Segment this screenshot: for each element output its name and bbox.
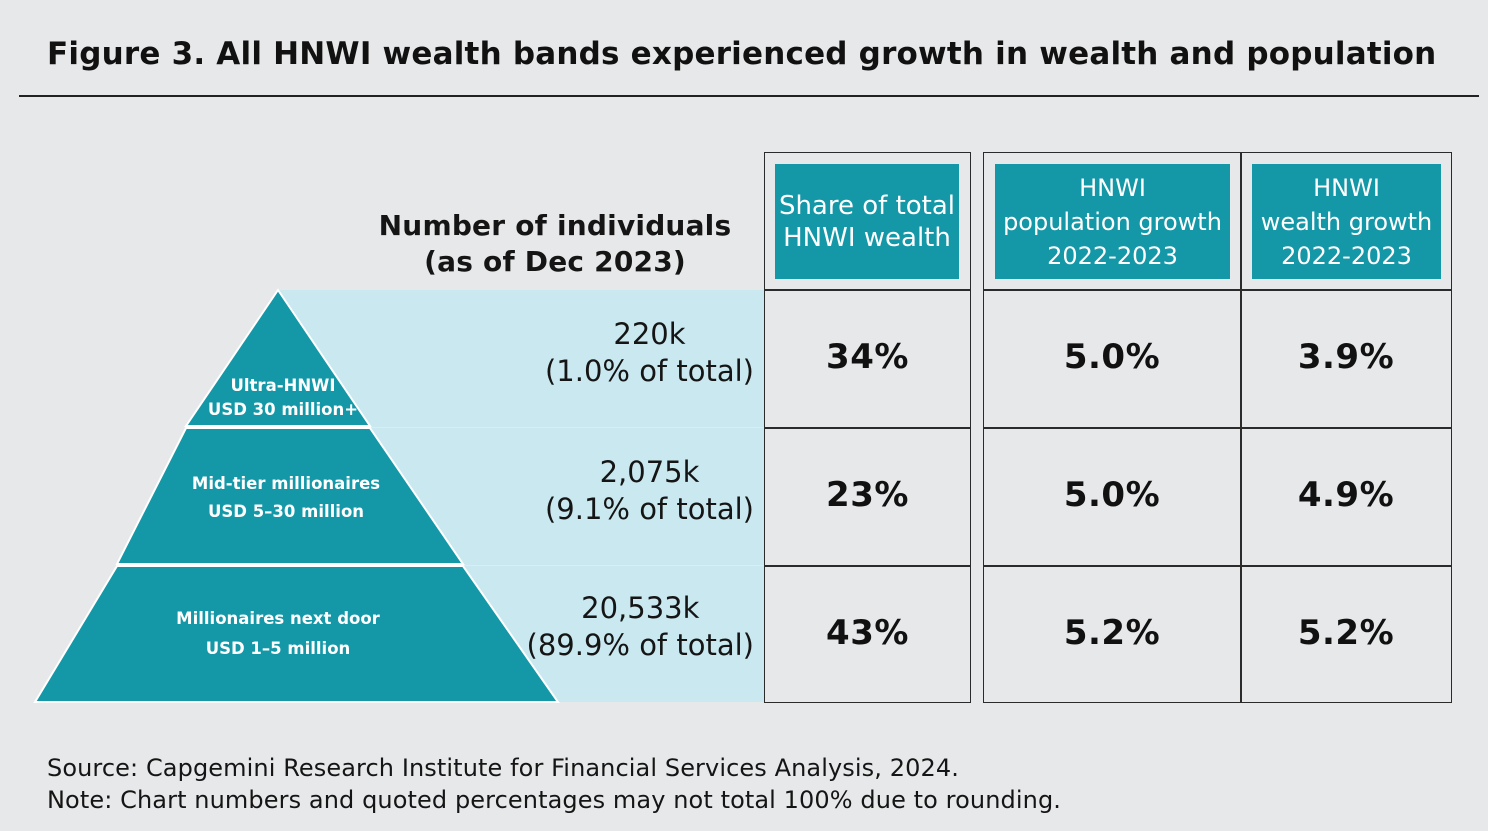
share-cell-next-door: 43% [826,613,909,653]
share-cell-mid: 23% [826,475,909,515]
tier-ultra-name: Ultra-HNWI [230,376,336,395]
share-header-line-1: Share of total [778,190,956,221]
count-mid-share: (9.1% of total) [544,492,754,526]
count-ultra-value: 220k [613,317,686,351]
figure-title: Figure 3. All HNWI wealth bands experien… [47,36,1437,72]
wealth-growth-cell-next-door: 5.2% [1297,613,1395,653]
count-ultra: 220k (1.0% of total) [545,316,754,390]
growth-panel-rule-3 [983,565,1452,567]
share-header-line-2: HNWI wealth [783,222,951,253]
population-growth-column-header: HNWI population growth 2022-2023 [995,164,1230,279]
count-next-door: 20,533k (89.9% of total) [527,590,754,664]
pyramid-tier-ultra [184,288,372,427]
pyramid-tier-mid [115,427,465,565]
title-divider [19,95,1479,97]
individuals-column-header: Number of individuals (as of Dec 2023) [370,208,740,280]
population-growth-cell-ultra: 5.0% [1063,337,1161,377]
individuals-header-line-2: (as of Dec 2023) [424,245,686,278]
count-next-door-value: 20,533k [581,591,700,625]
population-header-line-2: population growth [1003,207,1222,236]
rounding-note: Note: Chart numbers and quoted percentag… [47,786,1062,814]
count-ultra-share: (1.0% of total) [544,354,754,388]
share-column-header: Share of total HNWI wealth [775,164,959,279]
population-growth-cell-next-door: 5.2% [1063,613,1161,653]
tier-mid-range: USD 5–30 million [207,502,365,521]
wealth-growth-cell-ultra: 3.9% [1297,337,1395,377]
tier-label-ultra: Ultra-HNWI USD 30 million+ [198,374,368,422]
wealth-header-line-1: HNWI [1313,173,1380,202]
growth-panel-rule-2 [983,427,1452,429]
share-panel-rule-1 [764,289,971,291]
individuals-header-line-1: Number of individuals [378,209,732,242]
band-background-ultra [278,290,764,427]
tier-mid-name: Mid-tier millionaires [191,474,381,493]
count-mid: 2,075k (9.1% of total) [545,454,754,528]
tier-label-mid: Mid-tier millionaires USD 5–30 million [136,470,436,526]
share-panel-rule-2 [764,427,971,429]
wealth-header-line-2: wealth growth [1260,207,1433,236]
tier-next-door-name: Millionaires next door [176,609,380,628]
growth-panel-rule-1 [983,289,1452,291]
tier-label-next-door: Millionaires next door USD 1–5 million [128,604,428,664]
share-panel-rule-3 [764,565,971,567]
wealth-growth-cell-mid: 4.9% [1297,475,1395,515]
population-header-line-3: 2022-2023 [1047,241,1178,270]
wealth-growth-column-header: HNWI wealth growth 2022-2023 [1252,164,1441,279]
wealth-header-line-3: 2022-2023 [1281,241,1412,270]
source-note: Source: Capgemini Research Institute for… [47,754,959,782]
tier-next-door-range: USD 1–5 million [205,639,351,658]
count-mid-value: 2,075k [599,455,700,489]
tier-ultra-range: USD 30 million+ [207,400,359,419]
population-growth-cell-mid: 5.0% [1063,475,1161,515]
count-next-door-share: (89.9% of total) [526,628,754,662]
pyramid-tier-next-door [33,565,560,703]
share-cell-ultra: 34% [826,337,909,377]
population-header-line-1: HNWI [1079,173,1146,202]
